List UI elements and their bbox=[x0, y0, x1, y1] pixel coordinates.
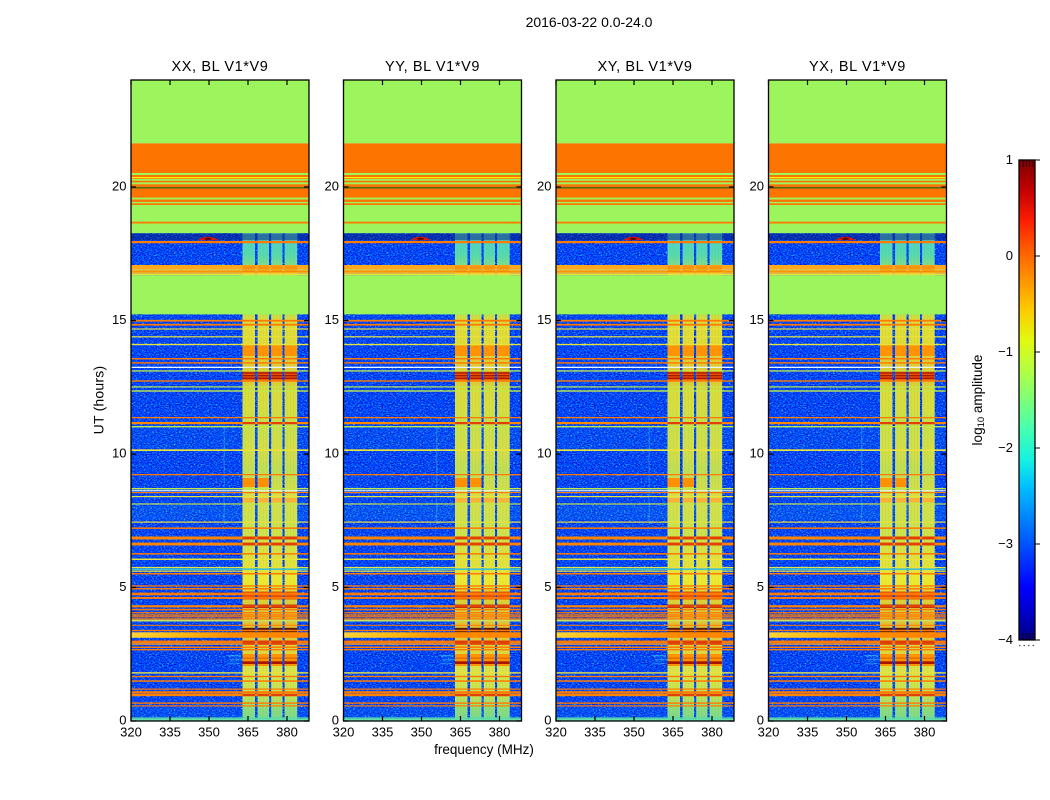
svg-text:10: 10 bbox=[325, 446, 339, 461]
svg-text:XX, BL V1*V9: XX, BL V1*V9 bbox=[172, 59, 269, 75]
svg-text:320: 320 bbox=[120, 725, 142, 740]
svg-text:335: 335 bbox=[797, 725, 819, 740]
svg-text:320: 320 bbox=[758, 725, 780, 740]
svg-text:350: 350 bbox=[411, 725, 433, 740]
svg-text:15: 15 bbox=[112, 312, 126, 327]
svg-text:UT (hours): UT (hours) bbox=[91, 366, 107, 435]
svg-text:320: 320 bbox=[333, 725, 355, 740]
svg-text:365: 365 bbox=[662, 725, 684, 740]
svg-text:0: 0 bbox=[544, 713, 551, 728]
svg-text:0: 0 bbox=[119, 713, 126, 728]
svg-text:−2: −2 bbox=[998, 440, 1013, 455]
svg-text:XY, BL V1*V9: XY, BL V1*V9 bbox=[597, 59, 692, 75]
svg-text:−4: −4 bbox=[998, 632, 1013, 647]
svg-text:0: 0 bbox=[757, 713, 764, 728]
svg-text:20: 20 bbox=[750, 179, 764, 194]
svg-text:log10 amplitude: log10 amplitude bbox=[970, 355, 987, 446]
svg-text:5: 5 bbox=[332, 579, 339, 594]
svg-text:350: 350 bbox=[836, 725, 858, 740]
svg-text:YY, BL V1*V9: YY, BL V1*V9 bbox=[385, 59, 480, 75]
svg-text:15: 15 bbox=[537, 312, 551, 327]
svg-text:380: 380 bbox=[489, 725, 511, 740]
svg-text:15: 15 bbox=[750, 312, 764, 327]
svg-text:335: 335 bbox=[372, 725, 394, 740]
svg-text:335: 335 bbox=[584, 725, 606, 740]
svg-text:380: 380 bbox=[701, 725, 723, 740]
svg-text:15: 15 bbox=[325, 312, 339, 327]
svg-text:5: 5 bbox=[757, 579, 764, 594]
svg-text:350: 350 bbox=[198, 725, 220, 740]
svg-text:335: 335 bbox=[159, 725, 181, 740]
svg-text:YX, BL V1*V9: YX, BL V1*V9 bbox=[809, 59, 906, 75]
svg-text:10: 10 bbox=[112, 446, 126, 461]
svg-text:5: 5 bbox=[119, 579, 126, 594]
svg-text:10: 10 bbox=[537, 446, 551, 461]
svg-text:1: 1 bbox=[1006, 152, 1013, 167]
svg-text:20: 20 bbox=[537, 179, 551, 194]
svg-text:365: 365 bbox=[875, 725, 897, 740]
svg-text:2016-03-22 0.0-24.0: 2016-03-22 0.0-24.0 bbox=[526, 14, 653, 30]
svg-text:20: 20 bbox=[325, 179, 339, 194]
svg-text:320: 320 bbox=[545, 725, 567, 740]
svg-text:0: 0 bbox=[1006, 248, 1013, 263]
svg-text:−1: −1 bbox=[998, 344, 1013, 359]
svg-text:frequency (MHz): frequency (MHz) bbox=[434, 742, 534, 757]
svg-text:−3: −3 bbox=[998, 536, 1013, 551]
svg-text:20: 20 bbox=[112, 179, 126, 194]
svg-text:380: 380 bbox=[276, 725, 298, 740]
svg-text:5: 5 bbox=[544, 579, 551, 594]
svg-text:350: 350 bbox=[623, 725, 645, 740]
svg-text:365: 365 bbox=[237, 725, 259, 740]
svg-text:365: 365 bbox=[450, 725, 472, 740]
svg-text:0: 0 bbox=[332, 713, 339, 728]
svg-text:10: 10 bbox=[750, 446, 764, 461]
svg-text:380: 380 bbox=[914, 725, 936, 740]
